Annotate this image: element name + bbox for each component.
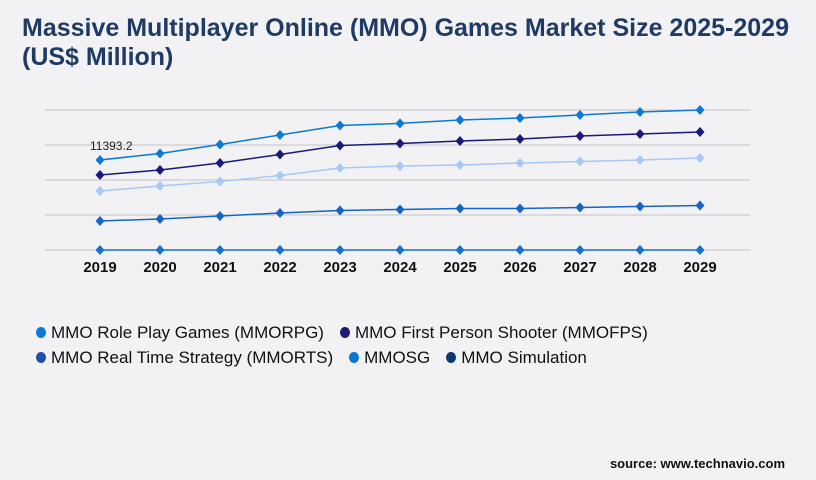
legend-item-mmofps: MMO First Person Shooter (MMOFPS)	[339, 322, 648, 343]
legend: MMO Role Play Games (MMORPG) MMO First P…	[36, 320, 664, 370]
data-point	[515, 245, 525, 255]
data-point	[275, 208, 285, 219]
legend-label: MMO Role Play Games (MMORPG)	[51, 322, 324, 342]
data-point	[335, 140, 345, 151]
data-point	[335, 245, 345, 255]
data-point	[695, 105, 705, 115]
x-tick-label: 2029	[683, 259, 716, 276]
data-point	[275, 245, 285, 255]
legend-label: MMOSG	[364, 347, 431, 367]
x-tick-label: 2020	[143, 259, 176, 276]
legend-item-mmorpg: MMO Role Play Games (MMORPG)	[36, 323, 324, 343]
data-point	[635, 106, 645, 117]
data-point	[695, 126, 705, 137]
data-point	[95, 185, 105, 196]
x-tick-label: 2026	[503, 259, 536, 276]
data-point	[455, 159, 465, 170]
data-point	[575, 245, 585, 255]
x-tick-label: 2027	[563, 259, 596, 276]
data-point	[695, 200, 705, 211]
data-point	[215, 158, 225, 169]
data-point	[215, 245, 225, 255]
data-point	[575, 109, 585, 120]
data-point	[695, 245, 705, 255]
data-point	[635, 201, 645, 212]
data-point	[395, 138, 405, 149]
data-point	[215, 176, 225, 187]
data-point	[455, 245, 465, 255]
data-point	[395, 245, 405, 255]
data-point	[515, 133, 525, 144]
data-point	[155, 164, 165, 175]
data-point	[455, 135, 465, 146]
data-point	[95, 154, 105, 165]
x-tick-label: 2022	[263, 259, 296, 276]
data-point	[455, 203, 465, 214]
data-point	[155, 148, 165, 159]
data-point	[635, 155, 645, 166]
data-point	[395, 118, 405, 129]
data-label: 11393.2	[90, 139, 133, 153]
data-point	[335, 162, 345, 173]
data-point	[575, 156, 585, 167]
chart-title: Massive Multiplayer Online (MMO) Games M…	[22, 14, 789, 71]
legend-marker-icon	[446, 352, 457, 363]
data-point	[275, 170, 285, 181]
data-point	[575, 130, 585, 141]
data-point	[95, 170, 105, 181]
data-point	[275, 149, 285, 160]
legend-label: MMO Simulation	[461, 347, 587, 367]
data-point	[635, 245, 645, 255]
data-point	[455, 114, 465, 125]
legend-item-mmorts: MMO Real Time Strategy (MMORTS)	[36, 348, 333, 368]
data-point	[155, 213, 165, 224]
legend-label: MMO First Person Shooter (MMOFPS)	[354, 322, 648, 342]
source-note: source: www.technavio.com	[609, 456, 785, 471]
line-chart: 2019 2020 2021 2022 2023 2024 2025 2026 2027 2028…	[45, 105, 750, 276]
data-point	[275, 129, 285, 140]
data-point	[95, 245, 105, 255]
legend-label: MMO Real Time Strategy (MMORTS)	[51, 347, 334, 367]
data-point	[515, 158, 525, 169]
data-point	[515, 203, 525, 214]
data-point	[335, 205, 345, 216]
legend-marker-icon	[36, 352, 46, 363]
x-tick-label: 2023	[323, 259, 356, 276]
x-tick-label: 2021	[203, 259, 236, 276]
legend-marker-icon	[339, 327, 350, 338]
data-point	[635, 128, 645, 139]
data-point	[215, 211, 225, 222]
data-point	[95, 216, 105, 227]
data-point	[215, 139, 225, 150]
legend-marker-icon	[349, 352, 360, 363]
data-point	[695, 152, 705, 163]
x-tick-label: 2024	[383, 259, 417, 276]
x-tick-label: 2019	[83, 259, 116, 276]
data-point	[395, 161, 405, 172]
legend-item-mmosg: MMOSG	[349, 348, 430, 368]
data-point	[335, 120, 345, 131]
data-point	[155, 245, 165, 255]
data-point	[155, 181, 165, 192]
x-tick-label: 2028	[623, 259, 656, 276]
x-tick-label: 2025	[443, 259, 476, 276]
legend-marker-icon	[36, 327, 46, 338]
legend-item-mmo-simulation: MMO Simulation	[446, 348, 587, 368]
data-point	[515, 112, 525, 123]
data-point	[395, 204, 405, 215]
data-point	[575, 202, 585, 213]
